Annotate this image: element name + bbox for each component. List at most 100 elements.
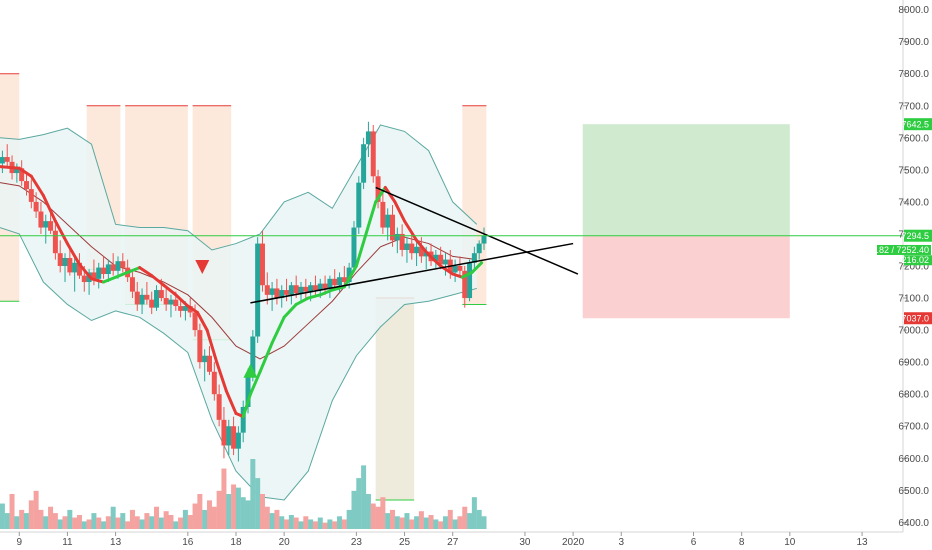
stop-zone[interactable] xyxy=(582,235,790,319)
volume-bar xyxy=(385,513,391,529)
volume-bar xyxy=(356,478,362,529)
candle-body xyxy=(409,243,415,254)
ema-segment xyxy=(162,283,178,297)
price-axis[interactable]: 8000.0 7900.0 7800.0 7700.0 7600.0 7500.0 7400… xyxy=(898,0,932,550)
candle-body xyxy=(317,283,323,291)
ema-segment xyxy=(342,264,358,289)
candle-body xyxy=(14,168,20,174)
candle-body xyxy=(33,201,39,212)
volume-bar xyxy=(23,513,29,529)
volume-bar xyxy=(476,509,482,529)
ema-segment xyxy=(248,370,262,396)
volume-bar xyxy=(202,509,208,529)
volume-bar xyxy=(351,490,357,529)
time-tick-label: 23 xyxy=(351,537,363,548)
time-tick-label: 16 xyxy=(182,537,194,548)
ema-segment xyxy=(241,392,252,419)
volume-bar xyxy=(154,506,160,529)
price-badges: 7642.5 7294.5 7037.0 7257.82 / 7252.407216.… xyxy=(856,118,932,325)
volume-bar xyxy=(269,513,275,529)
time-tick-label: 9 xyxy=(16,537,22,548)
candle-body xyxy=(365,131,371,145)
time-tick-label: 27 xyxy=(447,537,459,548)
volume-bar xyxy=(43,516,49,529)
ema-segment xyxy=(383,185,397,204)
volume-bar xyxy=(110,506,116,529)
candle-body xyxy=(380,201,386,228)
volume-bar xyxy=(438,521,444,529)
volume-bar xyxy=(279,516,285,529)
target-price-badge xyxy=(904,118,932,131)
volume-bar xyxy=(418,511,424,529)
price-tick-label: 6600.0 xyxy=(898,454,929,465)
volume-bar xyxy=(404,513,410,529)
trendline[interactable] xyxy=(375,186,579,275)
candle-body xyxy=(216,394,222,420)
candle-body xyxy=(115,261,121,271)
candle-body xyxy=(91,272,97,279)
candle-body xyxy=(129,277,135,292)
volume-bar xyxy=(67,509,73,529)
volume-bar xyxy=(178,517,184,529)
volume-bar xyxy=(264,506,270,529)
candle-body xyxy=(221,419,227,446)
volume-bar xyxy=(86,519,92,529)
time-axis[interactable]: 9 11 13 16 18 20 23 25 27 30 2020 3 6 8 10 13 xyxy=(0,531,903,548)
candle-body xyxy=(332,278,338,286)
volume-bar xyxy=(72,517,78,529)
price-tick-label: 6700.0 xyxy=(898,422,929,433)
price-tick-label: 6800.0 xyxy=(898,390,929,401)
candle-body xyxy=(284,290,290,295)
indicator-badge-label: 7257.82 / 7252.40 xyxy=(856,245,929,255)
volume-bar xyxy=(399,517,405,529)
candle-body xyxy=(202,355,208,363)
candle-body xyxy=(414,246,420,254)
price-tick-label: 8000.0 xyxy=(898,5,929,16)
candle-body xyxy=(351,227,357,268)
volume-bar xyxy=(365,494,371,529)
candle-body xyxy=(211,371,217,395)
candle-body xyxy=(76,262,82,276)
ema-segment xyxy=(17,166,33,178)
volume-bar xyxy=(370,503,376,529)
candle-body xyxy=(259,243,265,286)
price-tick-label: 7000.0 xyxy=(898,326,929,337)
volume-bar xyxy=(226,494,232,529)
volume-bar xyxy=(28,500,34,529)
ema-segment xyxy=(427,253,443,268)
candle-body xyxy=(327,278,333,289)
volume-bar xyxy=(120,513,126,529)
candle-body xyxy=(264,285,270,295)
candle-body xyxy=(158,290,164,299)
buy-triangle-icon xyxy=(243,363,258,378)
candle-body xyxy=(457,266,463,271)
candle-body xyxy=(361,144,367,183)
ema-segment xyxy=(415,238,431,257)
ema-segment xyxy=(330,285,346,292)
volume-bar xyxy=(96,517,102,529)
ema-segment xyxy=(0,165,21,170)
volume-bar xyxy=(105,516,111,529)
trendlines[interactable] xyxy=(250,186,579,304)
volume-bar xyxy=(428,515,434,529)
candle-body xyxy=(274,288,280,299)
signal-markers xyxy=(195,260,258,378)
volume-bar xyxy=(303,516,309,529)
volume-bar xyxy=(231,484,237,529)
volume-bar xyxy=(134,516,140,529)
price-tick-label: 7200.0 xyxy=(898,262,929,273)
candle-body xyxy=(418,246,424,257)
candle-body xyxy=(404,243,410,250)
long-position-tool[interactable] xyxy=(582,124,790,319)
ema-segment xyxy=(294,296,310,306)
volume-bar xyxy=(216,490,222,529)
candle-body xyxy=(192,312,198,331)
volume-bar xyxy=(332,521,338,529)
volume-bar xyxy=(390,509,396,529)
trendline[interactable] xyxy=(250,242,574,304)
candle-body xyxy=(144,294,150,300)
volume-bar xyxy=(33,490,39,529)
target-zone[interactable] xyxy=(582,124,790,236)
candle-body xyxy=(250,336,256,375)
